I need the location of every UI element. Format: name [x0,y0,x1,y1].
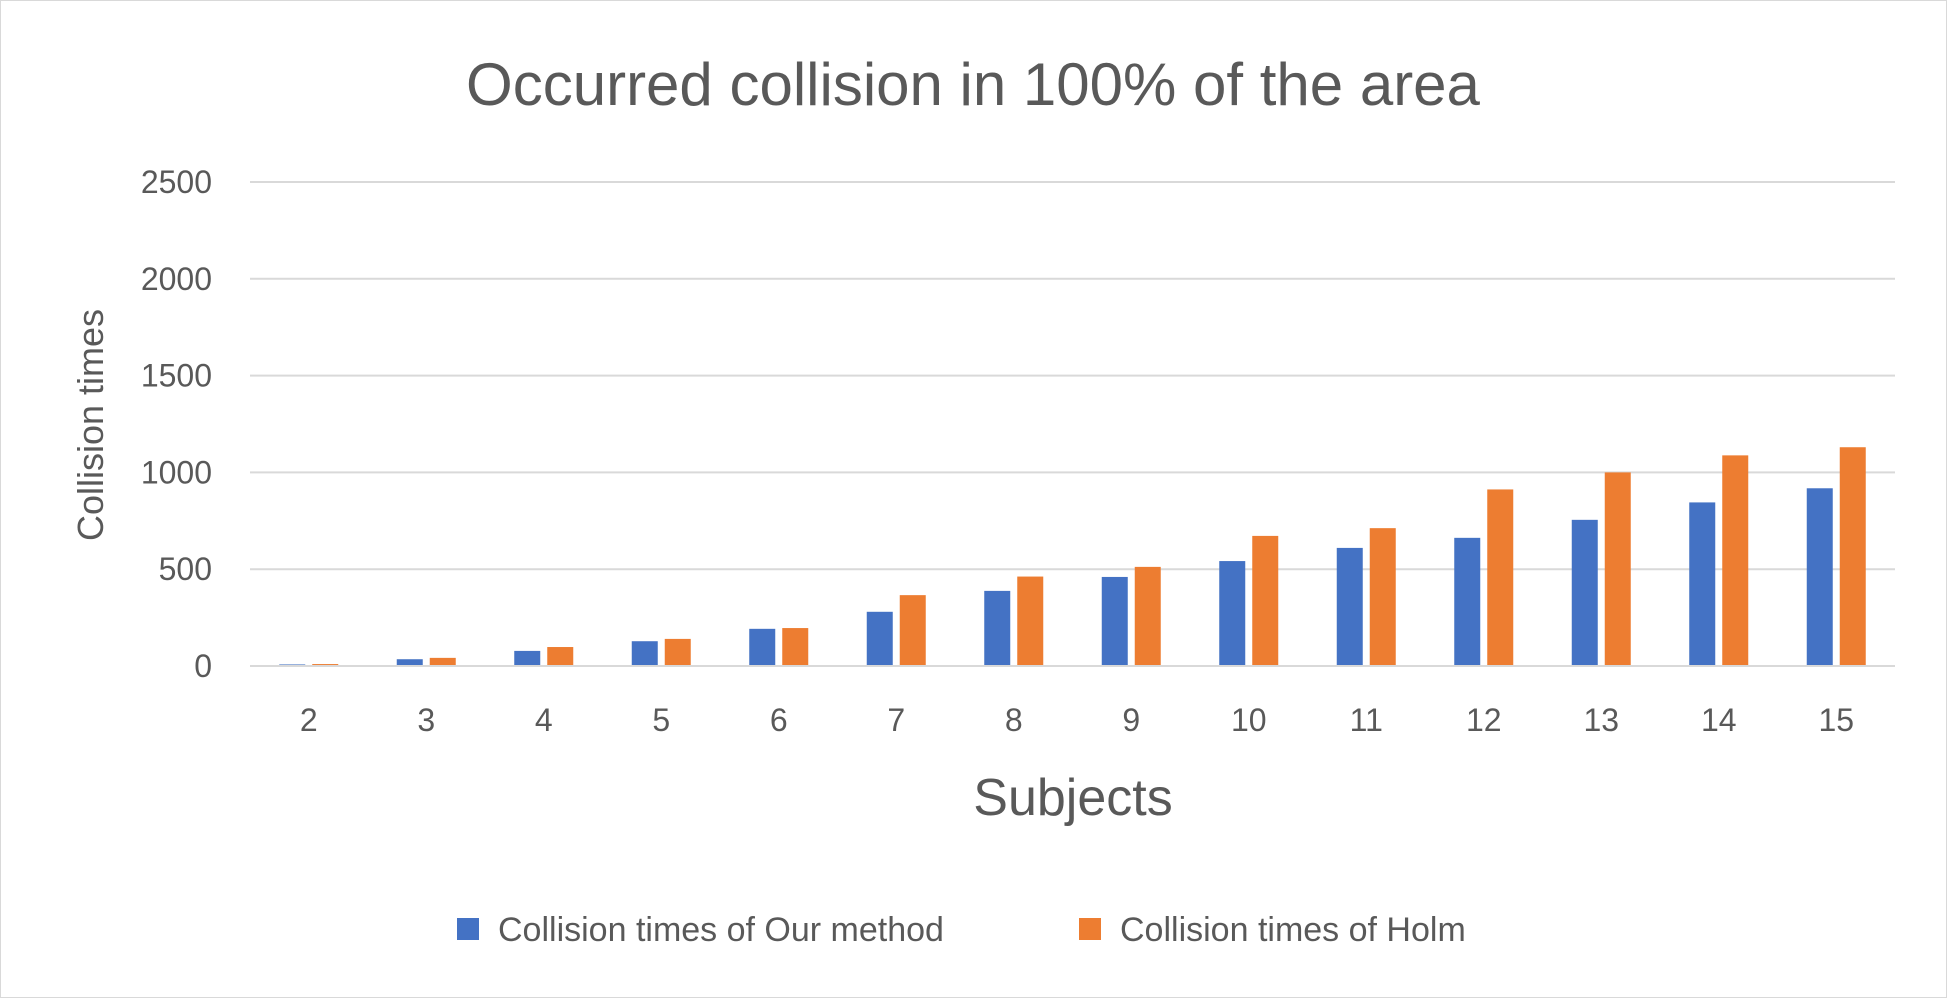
x-tick-label: 3 [417,702,435,738]
chart-title: Occurred collision in 100% of the area [466,51,1481,118]
bar-our-method-12 [1454,537,1481,666]
bar-holm-10 [1252,535,1279,666]
y-tick-label: 1000 [141,454,212,490]
bar-holm-11 [1369,528,1396,666]
x-tick-label: 12 [1466,702,1502,738]
bar-holm-15 [1839,447,1866,666]
bar-holm-14 [1722,455,1749,666]
bar-holm-6 [782,628,809,666]
bar-our-method-8 [984,590,1011,666]
x-tick-label: 2 [300,702,318,738]
gridlines [250,181,1895,571]
bar-our-method-4 [514,650,541,666]
bar-holm-4 [547,647,574,666]
legend: Collision times of Our method Collision t… [457,911,1466,949]
y-tick-label: 2000 [141,261,212,297]
x-tick-label: 13 [1583,702,1619,738]
x-tick-label: 11 [1350,702,1383,738]
bar-holm-3 [429,657,456,666]
bar-our-method-11 [1336,547,1363,666]
x-tick-label: 8 [1005,702,1023,738]
legend-label: Collision times of Our method [498,911,944,949]
x-tick-label: 5 [652,702,670,738]
y-tick-label: 2500 [141,164,212,200]
bar-our-method-15 [1806,488,1833,666]
bar-our-method-6 [749,628,776,666]
legend-swatch [1079,918,1101,940]
bar-holm-9 [1134,566,1161,666]
bar-our-method-14 [1689,502,1716,666]
bar-holm-5 [664,638,691,666]
y-axis-title: Collision times [70,309,111,541]
x-axis-title: Subjects [973,769,1172,827]
bar-holm-7 [899,595,926,666]
bar-holm-13 [1604,472,1631,666]
bar-our-method-10 [1219,561,1246,666]
x-tick-label: 15 [1818,702,1854,738]
y-tick-label: 0 [194,648,212,684]
y-tick-label: 500 [159,551,212,587]
x-tick-label: 4 [535,702,553,738]
bar-holm-8 [1017,576,1044,666]
legend-swatch [457,918,479,940]
x-tick-label: 7 [887,702,905,738]
x-tick-label: 6 [770,702,788,738]
x-tick-label: 14 [1701,702,1737,738]
bar-holm-12 [1487,489,1514,666]
x-axis-ticks: 2 3 4 5 6 7 8 9 10 11 12 13 14 15 [300,702,1854,738]
bar-our-method-13 [1571,519,1598,666]
y-tick-label: 1500 [141,358,212,394]
bar-our-method-3 [396,659,423,666]
y-axis-ticks: 0 500 1000 1500 2000 2500 [141,164,212,684]
bar-our-method-9 [1101,576,1128,666]
bar-our-method-5 [631,641,658,666]
legend-label: Collision times of Holm [1120,911,1466,949]
x-tick-label: 9 [1122,702,1140,738]
bars [279,447,1866,666]
bar-our-method-7 [866,611,893,666]
x-tick-label: 10 [1231,702,1267,738]
